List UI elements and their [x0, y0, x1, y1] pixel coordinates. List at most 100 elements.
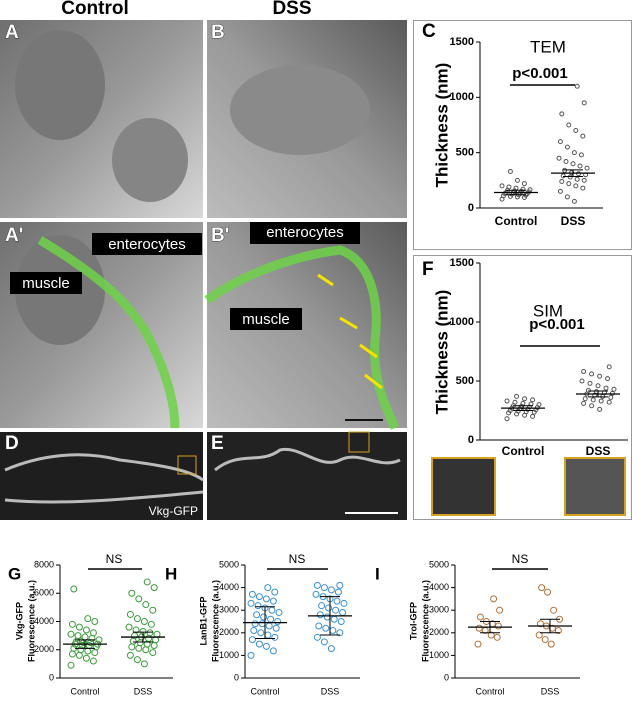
data-point	[74, 632, 82, 640]
data-point	[606, 399, 612, 405]
panel-letter: H	[165, 564, 177, 583]
data-point	[150, 642, 158, 650]
x-tick-label: Control	[70, 686, 99, 696]
data-point	[336, 629, 344, 637]
data-point	[578, 152, 584, 158]
data-point	[68, 620, 76, 628]
data-point	[323, 613, 331, 621]
panel-letter: E	[211, 433, 224, 454]
data-point	[315, 622, 323, 630]
arrows	[317, 273, 383, 390]
data-point	[312, 590, 320, 598]
data-point	[264, 584, 272, 592]
data-point	[504, 416, 510, 422]
data-point	[504, 398, 510, 404]
data-point	[67, 630, 75, 638]
data-point	[570, 161, 576, 167]
x-tick-label: DSS	[586, 444, 611, 458]
data-point	[597, 406, 603, 412]
data-point	[589, 371, 595, 377]
data-point	[611, 386, 617, 392]
panel-letter: B	[211, 22, 225, 43]
data-point	[597, 373, 603, 379]
data-point	[150, 584, 158, 592]
data-point	[574, 83, 580, 89]
data-point	[267, 615, 275, 623]
data-point	[574, 176, 580, 182]
data-point	[75, 623, 83, 631]
data-point	[559, 111, 565, 117]
x-tick-label: DSS	[134, 686, 153, 696]
panel-letter: A	[5, 22, 19, 43]
data-point	[494, 622, 502, 630]
y-axis-label: Fluorescence (a.u.)	[210, 580, 220, 662]
data-point	[580, 185, 586, 191]
data-point	[590, 397, 596, 403]
x-tick-label: DSS	[321, 686, 340, 696]
data-point	[589, 403, 595, 409]
data-point	[573, 128, 579, 134]
data-point	[77, 646, 85, 654]
data-point	[571, 198, 577, 204]
y-tick-label: 1000	[450, 316, 474, 328]
data-point	[496, 606, 504, 614]
data-point	[581, 177, 587, 183]
label: muscle	[22, 275, 70, 292]
data-point	[320, 638, 328, 646]
data-point	[262, 642, 270, 650]
y-tick-label: 3000	[219, 605, 239, 615]
data-point	[84, 615, 92, 623]
data-point	[128, 643, 136, 651]
panel-letter: A'	[5, 225, 23, 246]
data-point	[512, 399, 518, 405]
inset-image	[431, 457, 496, 516]
data-point	[582, 396, 588, 402]
data-point	[506, 184, 512, 190]
y-tick-label: 0	[468, 434, 474, 446]
data-point	[556, 155, 562, 161]
data-point	[153, 630, 161, 638]
data-point	[340, 599, 348, 607]
data-point	[67, 661, 75, 669]
data-point	[327, 586, 335, 594]
panel-letter: F	[422, 259, 434, 280]
label: enterocytes	[108, 236, 186, 253]
data-point	[514, 177, 520, 183]
data-point	[493, 633, 501, 641]
fluorescence-signal	[4, 453, 204, 504]
data-point	[126, 651, 134, 659]
muscle-shape	[230, 65, 370, 155]
data-point	[550, 606, 558, 614]
data-point	[140, 618, 148, 625]
data-point	[499, 183, 505, 189]
label: enterocytes	[266, 224, 344, 241]
data-point	[333, 597, 341, 605]
data-point	[268, 606, 276, 614]
data-point	[131, 632, 139, 640]
label-box	[230, 308, 302, 330]
data-point	[322, 624, 330, 632]
data-point	[567, 174, 573, 180]
inset-image	[564, 457, 626, 516]
error-bar	[513, 405, 533, 411]
data-point	[313, 633, 321, 641]
annotation: p<0.001	[512, 65, 567, 82]
data-point	[580, 133, 586, 139]
data-point	[316, 611, 324, 619]
data-point	[336, 581, 344, 589]
data-point	[125, 623, 133, 631]
error-bar	[506, 189, 526, 196]
chart-title: TEM	[530, 37, 566, 56]
data-point	[265, 622, 273, 630]
x-tick-label: Control	[475, 686, 504, 696]
inset-box	[177, 455, 197, 475]
data-point	[564, 144, 570, 150]
error-bar	[75, 639, 95, 649]
data-point	[527, 187, 533, 193]
y-tick-label: 4000	[34, 616, 54, 626]
y-tick-label: 5000	[429, 559, 449, 569]
data-point	[475, 624, 483, 632]
data-point	[334, 588, 342, 596]
error-bar	[255, 606, 275, 639]
